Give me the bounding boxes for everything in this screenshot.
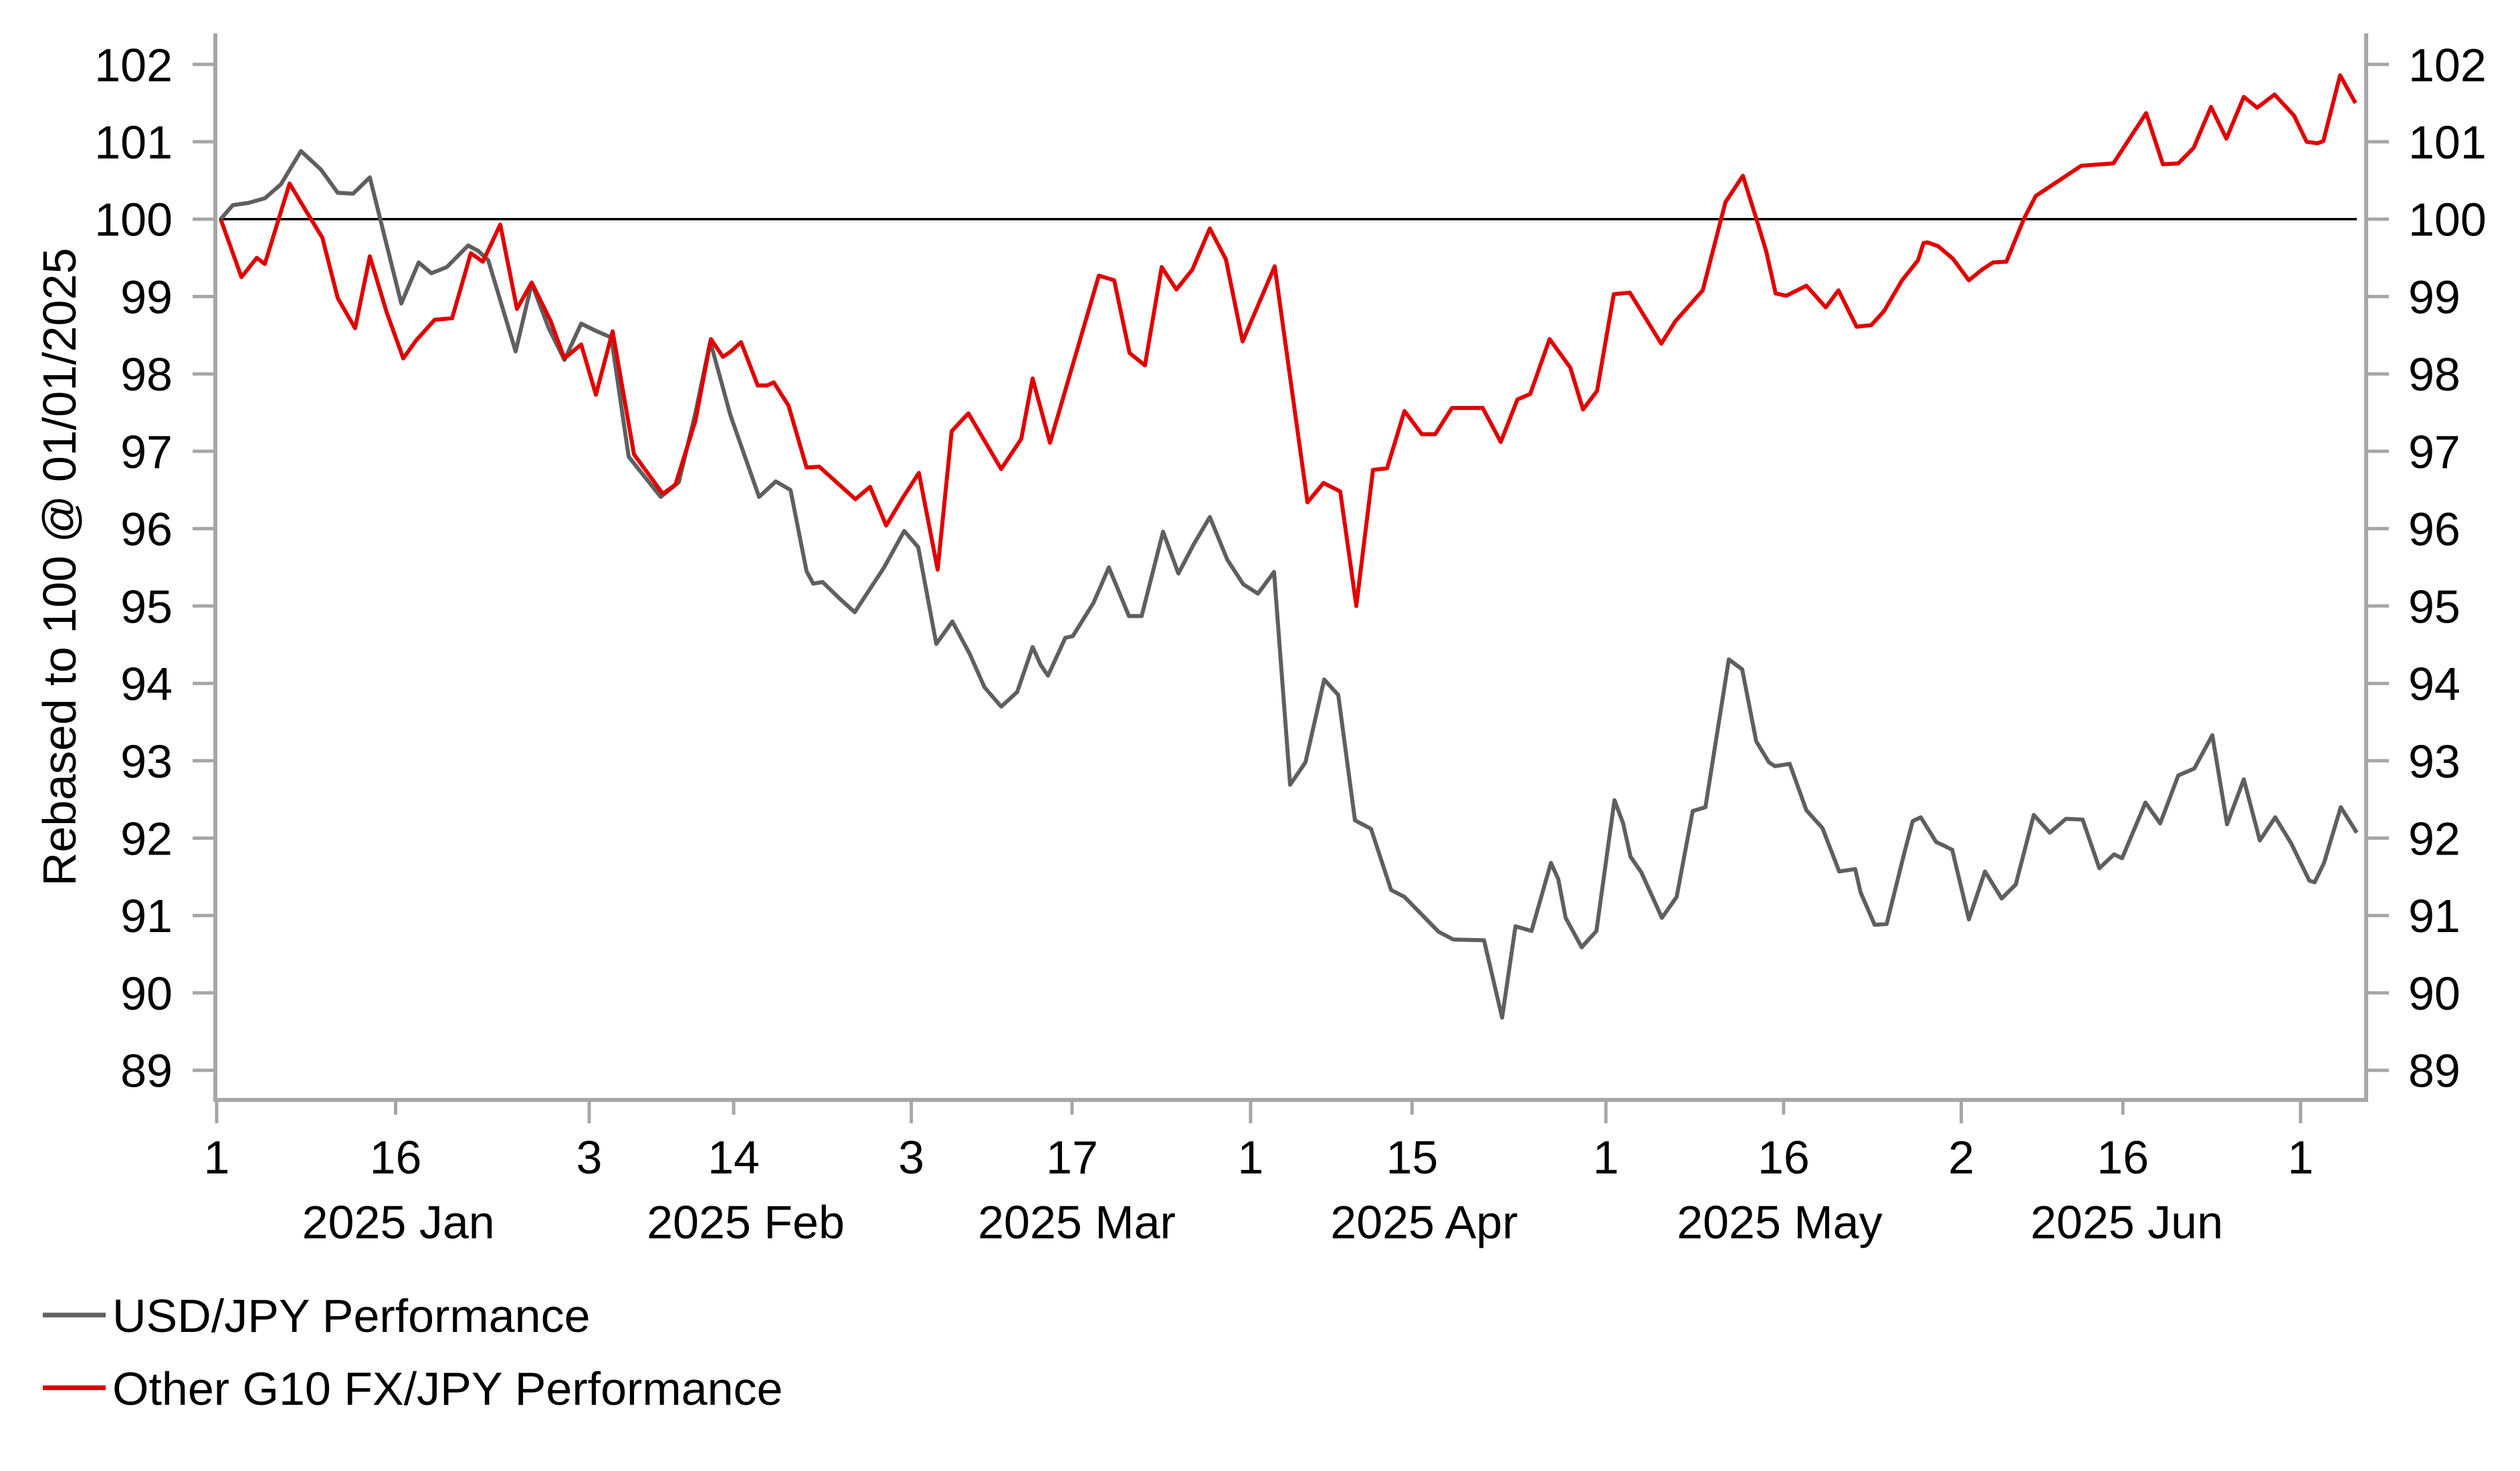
- svg-text:100: 100: [94, 194, 173, 246]
- svg-text:90: 90: [120, 968, 173, 1020]
- svg-text:101: 101: [2408, 116, 2487, 168]
- svg-text:99: 99: [2408, 271, 2460, 324]
- svg-text:91: 91: [2408, 890, 2460, 942]
- svg-text:91: 91: [120, 890, 173, 942]
- svg-text:1: 1: [204, 1131, 230, 1183]
- svg-text:99: 99: [120, 271, 173, 324]
- svg-text:3: 3: [898, 1131, 924, 1183]
- svg-text:94: 94: [120, 658, 173, 710]
- svg-text:102: 102: [94, 39, 173, 91]
- svg-text:Other G10 FX/JPY Performance: Other G10 FX/JPY Performance: [112, 1363, 782, 1415]
- svg-text:1: 1: [2287, 1131, 2313, 1183]
- svg-text:15: 15: [1386, 1131, 1438, 1183]
- svg-text:97: 97: [2408, 426, 2460, 478]
- svg-text:92: 92: [120, 813, 173, 865]
- svg-text:89: 89: [2408, 1045, 2460, 1097]
- svg-text:100: 100: [2408, 194, 2487, 246]
- svg-text:Rebased to 100 @ 01/01/2025: Rebased to 100 @ 01/01/2025: [33, 248, 86, 887]
- svg-text:89: 89: [120, 1045, 173, 1097]
- svg-text:14: 14: [708, 1131, 760, 1183]
- svg-text:98: 98: [2408, 348, 2460, 401]
- svg-text:93: 93: [120, 735, 173, 788]
- svg-text:96: 96: [120, 503, 173, 556]
- svg-text:2: 2: [1948, 1131, 1974, 1183]
- svg-text:2025 May: 2025 May: [1677, 1196, 1882, 1248]
- svg-text:2025 Feb: 2025 Feb: [647, 1196, 845, 1248]
- svg-text:94: 94: [2408, 658, 2460, 710]
- svg-text:90: 90: [2408, 968, 2460, 1020]
- svg-text:97: 97: [120, 426, 173, 478]
- svg-text:2025 Jun: 2025 Jun: [2030, 1196, 2223, 1248]
- svg-text:3: 3: [576, 1131, 603, 1183]
- svg-text:96: 96: [2408, 503, 2460, 556]
- svg-text:17: 17: [1046, 1131, 1098, 1183]
- svg-text:2025 Mar: 2025 Mar: [978, 1196, 1176, 1248]
- svg-text:92: 92: [2408, 813, 2460, 865]
- svg-text:1: 1: [1237, 1131, 1263, 1183]
- svg-text:2025 Jan: 2025 Jan: [302, 1196, 495, 1248]
- svg-text:1: 1: [1593, 1131, 1619, 1183]
- svg-text:16: 16: [1758, 1131, 1810, 1183]
- svg-text:95: 95: [120, 580, 173, 633]
- svg-text:102: 102: [2408, 39, 2487, 91]
- svg-text:16: 16: [2097, 1131, 2149, 1183]
- svg-text:16: 16: [370, 1131, 422, 1183]
- svg-text:2025 Apr: 2025 Apr: [1330, 1196, 1517, 1248]
- svg-text:101: 101: [94, 116, 173, 168]
- svg-text:USD/JPY Performance: USD/JPY Performance: [112, 1290, 591, 1342]
- svg-text:93: 93: [2408, 735, 2460, 788]
- svg-text:95: 95: [2408, 580, 2460, 633]
- svg-text:98: 98: [120, 348, 173, 401]
